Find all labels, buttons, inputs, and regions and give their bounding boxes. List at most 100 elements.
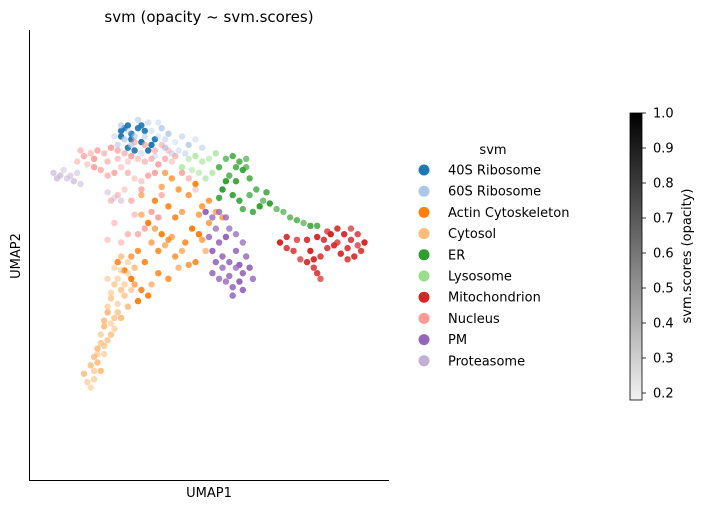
point-cytosol [104,303,111,310]
point-proteasome [111,194,118,202]
point-lysosome [199,158,206,165]
point-er [253,186,260,193]
point-nucleus [114,147,121,154]
point-nucleus [138,186,145,193]
point-er [236,197,243,204]
point-cytosol [124,303,132,310]
point-actin-cytoskeleton [188,225,196,232]
point-mitochondrion [317,253,324,260]
point-lysosome [212,150,219,157]
point-er [307,222,314,229]
point-pm [222,233,230,241]
point-cytosol [90,367,98,375]
point-pm [222,278,230,285]
point-mitochondrion [324,228,331,235]
point-nucleus [168,158,175,165]
point-60s-ribosome [138,150,145,157]
point-pm [215,275,223,282]
point-40s-ribosome [141,127,148,135]
point-mitochondrion [347,225,355,232]
point-cytosol [101,317,108,324]
point-nucleus [192,186,199,193]
point-actin-cytoskeleton [168,175,175,182]
legend-label-er: ER [448,248,465,263]
point-nucleus [121,150,128,157]
point-mitochondrion [334,225,341,232]
point-nucleus [84,161,91,168]
point-cytosol [104,337,111,344]
point-nucleus [128,197,135,204]
point-er [229,191,236,199]
point-mitochondrion [357,247,365,255]
point-cytosol [124,258,132,266]
legend-marker-60s-ribosome [418,185,430,197]
legend-marker-pm [418,334,430,346]
point-cytosol [114,309,121,316]
point-actin-cytoskeleton [172,253,179,260]
point-cytosol [104,275,111,282]
colorbar-tick-label: 0.2 [653,387,674,402]
legend-marker-actin-cytoskeleton [418,206,430,218]
point-nucleus [134,155,142,162]
point-pm [243,253,250,260]
point-pm [226,272,233,280]
point-cytosol [107,289,115,296]
point-actin-cytoskeleton [192,180,199,188]
legend-label-pm: PM [448,333,467,348]
point-er [232,178,240,185]
point-nucleus [145,172,152,179]
legend-marker-40s-ribosome [418,164,430,176]
colorbar-tick-label: 0.3 [653,352,674,367]
point-actin-cytoskeleton [165,203,172,210]
point-actin-cytoskeleton [195,211,203,218]
point-mitochondrion [347,236,355,243]
point-pm [239,270,246,277]
plot-area [29,30,389,481]
point-cytosol [131,264,138,271]
point-er [222,155,230,162]
point-actin-cytoskeleton [199,236,206,243]
point-actin-cytoskeleton [202,247,209,255]
point-pm [215,239,223,246]
point-lysosome [185,155,192,162]
point-cytosol [101,350,108,358]
point-nucleus [131,175,138,182]
colorbar-tick-label: 0.4 [653,317,674,332]
point-nucleus [155,214,162,221]
point-pm [239,239,246,246]
point-nucleus [77,147,84,154]
point-er [222,178,230,185]
point-60s-ribosome [148,127,155,135]
legend-label-cytosol: Cytosol [448,227,496,242]
point-pm [226,258,233,266]
point-proteasome [117,197,125,204]
point-nucleus [131,138,138,146]
point-pm [215,208,223,216]
point-40s-ribosome [151,136,159,143]
legend-marker-proteasome [418,355,430,367]
point-actin-cytoskeleton [161,242,169,249]
point-nucleus [117,164,125,171]
point-nucleus [94,147,101,154]
point-60s-ribosome [161,136,169,143]
point-cytosol [84,378,91,386]
point-cytosol [87,384,94,391]
point-nucleus [172,152,179,160]
point-nucleus [97,166,105,174]
point-mitochondrion [324,244,331,252]
point-60s-ribosome [178,133,186,140]
point-actin-cytoskeleton [128,253,135,260]
point-nucleus [90,164,98,171]
y-axis-label: UMAP2 [9,233,24,279]
point-pm [209,214,216,221]
point-cytosol [124,270,132,277]
point-60s-ribosome [192,136,199,143]
point-cytosol [114,300,121,308]
point-nucleus [141,225,148,232]
point-er [226,172,233,179]
point-cytosol [97,367,105,375]
point-cytosol [104,309,111,316]
point-mitochondrion [314,270,321,277]
point-nucleus [87,150,94,157]
point-actin-cytoskeleton [138,211,145,218]
